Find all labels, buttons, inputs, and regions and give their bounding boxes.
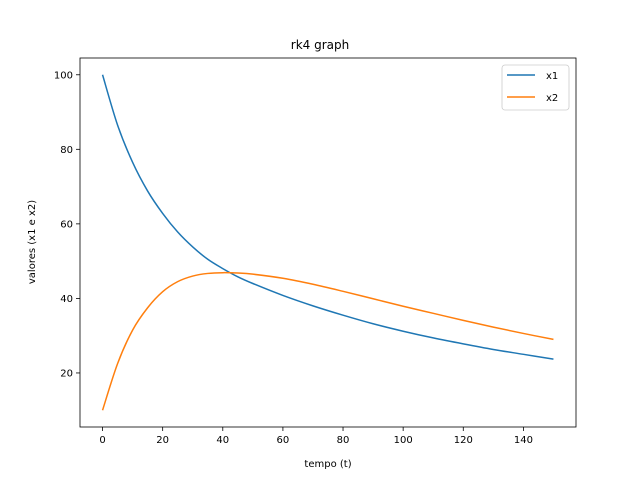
- y-axis-label: valores (x1 e x2): [27, 200, 38, 284]
- x-tick-label: 140: [514, 435, 533, 446]
- x-axis-label: tempo (t): [304, 459, 351, 470]
- plot-frame: [79, 57, 577, 428]
- x-tick-label: 0: [99, 435, 105, 446]
- legend-box: [501, 64, 570, 111]
- plot-area: [79, 57, 577, 428]
- x-tick-label: 20: [156, 435, 169, 446]
- x-tick-label: 80: [337, 435, 350, 446]
- y-axis-ticks: 20 40 60 80 100: [54, 70, 80, 379]
- series-line-x1: [101, 74, 554, 360]
- y-tick-label: 80: [60, 145, 73, 156]
- legend-label-x2: x2: [546, 93, 558, 104]
- x-tick-label: 40: [216, 435, 229, 446]
- x-axis-ticks: 0 20 40 60 80 100 120 140: [99, 427, 533, 446]
- y-tick-label: 40: [60, 294, 73, 305]
- legend-label-x1: x1: [546, 71, 558, 82]
- chart-title: rk4 graph: [291, 38, 349, 52]
- y-tick-label: 20: [60, 368, 73, 379]
- series-group: [101, 74, 554, 411]
- y-tick-label: 60: [60, 219, 73, 230]
- x-tick-label: 100: [394, 435, 413, 446]
- x-tick-label: 120: [454, 435, 473, 446]
- x-tick-label: 60: [277, 435, 290, 446]
- series-line-x2: [101, 271, 554, 411]
- y-tick-label: 100: [54, 70, 73, 81]
- legend: x1 x2: [501, 64, 570, 111]
